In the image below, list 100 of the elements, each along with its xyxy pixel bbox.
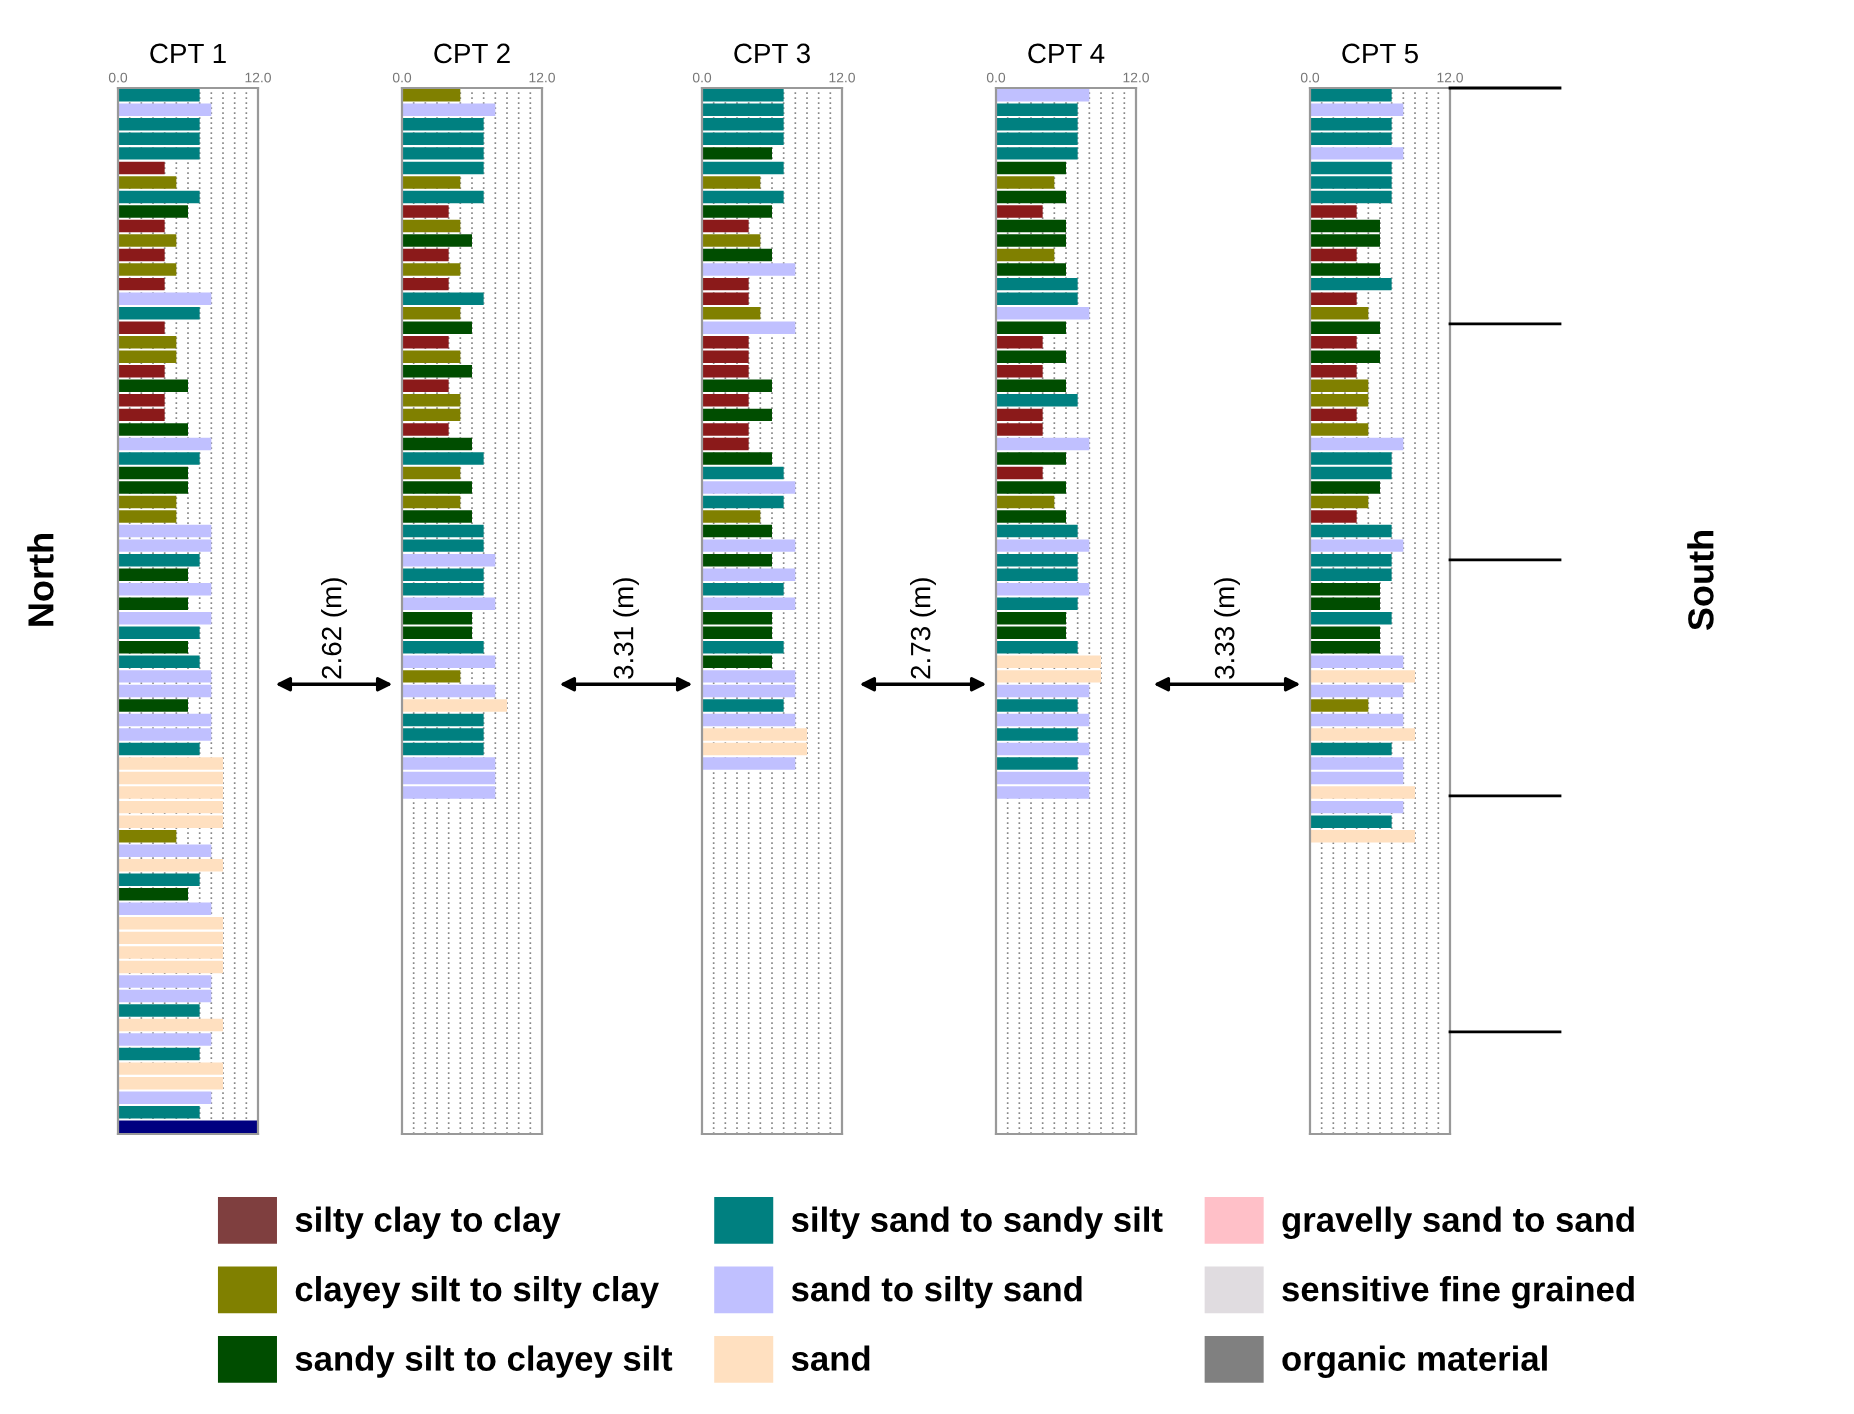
bar (996, 248, 1055, 262)
bar (1310, 321, 1380, 334)
bar (996, 321, 1066, 334)
bar (1310, 699, 1369, 712)
bar (402, 365, 472, 378)
bar (402, 335, 449, 349)
bar (118, 699, 188, 712)
bar (118, 1004, 200, 1017)
bar (1310, 539, 1404, 552)
bar (702, 553, 772, 567)
bar (402, 350, 461, 364)
bar (702, 582, 784, 596)
bar (702, 263, 796, 276)
bar (402, 553, 496, 567)
bar (402, 292, 484, 305)
bar (1310, 800, 1404, 814)
bar (1310, 103, 1404, 117)
bar (1310, 263, 1380, 276)
bar (996, 510, 1066, 523)
bar (1310, 815, 1392, 828)
bar (996, 190, 1066, 204)
bar (702, 641, 784, 654)
bar (996, 597, 1078, 610)
bar (1310, 89, 1392, 102)
bar (996, 539, 1090, 552)
chart-title: CPT 3 (734, 43, 810, 64)
bar (1310, 786, 1415, 799)
bar (118, 263, 177, 276)
text: 3.31 (m) (613, 578, 639, 679)
bar (996, 205, 1043, 218)
bar (118, 234, 177, 247)
bar (402, 234, 472, 247)
bar (702, 394, 749, 407)
bar (702, 757, 796, 770)
bar (118, 103, 212, 117)
bar (402, 219, 461, 233)
bar (1310, 437, 1404, 451)
bar (118, 205, 188, 218)
bar (118, 742, 200, 756)
bar (118, 1091, 212, 1104)
category-label: sand to silty sand (791, 1275, 1082, 1309)
bar (118, 321, 165, 334)
bar (118, 89, 200, 102)
bar (996, 176, 1055, 189)
bar (702, 161, 784, 175)
bar (402, 89, 461, 102)
bar (1310, 306, 1369, 320)
bar (702, 597, 796, 610)
bar (118, 888, 188, 901)
chart-title: CPT 5 (1342, 43, 1418, 64)
bar (996, 481, 1066, 494)
bar (702, 495, 784, 509)
bar (402, 684, 496, 698)
bar (118, 641, 188, 654)
bar (118, 379, 188, 393)
bar (996, 89, 1090, 102)
text: 3.33 (m) (1214, 578, 1240, 679)
bar (702, 699, 784, 712)
bar (402, 452, 484, 465)
bar (118, 452, 200, 465)
bar (702, 190, 784, 204)
bar (702, 379, 772, 393)
chart-title: CPT 2 (434, 43, 510, 64)
bar (118, 582, 212, 596)
bar (402, 466, 461, 480)
bar (118, 568, 188, 581)
bar (402, 510, 472, 523)
bar (702, 481, 796, 494)
bar (402, 263, 461, 276)
bar (1310, 510, 1357, 523)
bar (118, 161, 165, 175)
text: 2.62 (m) (321, 578, 347, 679)
bar (996, 466, 1043, 480)
category-label: silty sand to sandy silt (791, 1206, 1163, 1239)
bar (996, 728, 1078, 741)
bar (996, 495, 1055, 509)
bar (118, 292, 212, 305)
bar (1310, 742, 1392, 756)
bar (996, 365, 1043, 378)
bar (402, 481, 472, 494)
bar (1310, 728, 1415, 741)
bar (1310, 495, 1369, 509)
bar (118, 902, 212, 916)
chart-title: CPT 4 (1028, 43, 1105, 64)
bar (118, 655, 200, 669)
bar (702, 524, 772, 538)
bar (118, 1047, 200, 1061)
bar (1310, 524, 1392, 538)
category-label: sandy silt to clayey silt (295, 1345, 673, 1378)
bar (118, 365, 165, 378)
bar (996, 524, 1078, 538)
bar (118, 423, 188, 436)
bar (996, 263, 1066, 276)
bar (702, 568, 796, 581)
bar (402, 321, 472, 334)
bar (118, 1033, 212, 1046)
bar (702, 205, 772, 218)
bar (402, 103, 496, 117)
bar (996, 335, 1043, 349)
bar (996, 379, 1066, 393)
